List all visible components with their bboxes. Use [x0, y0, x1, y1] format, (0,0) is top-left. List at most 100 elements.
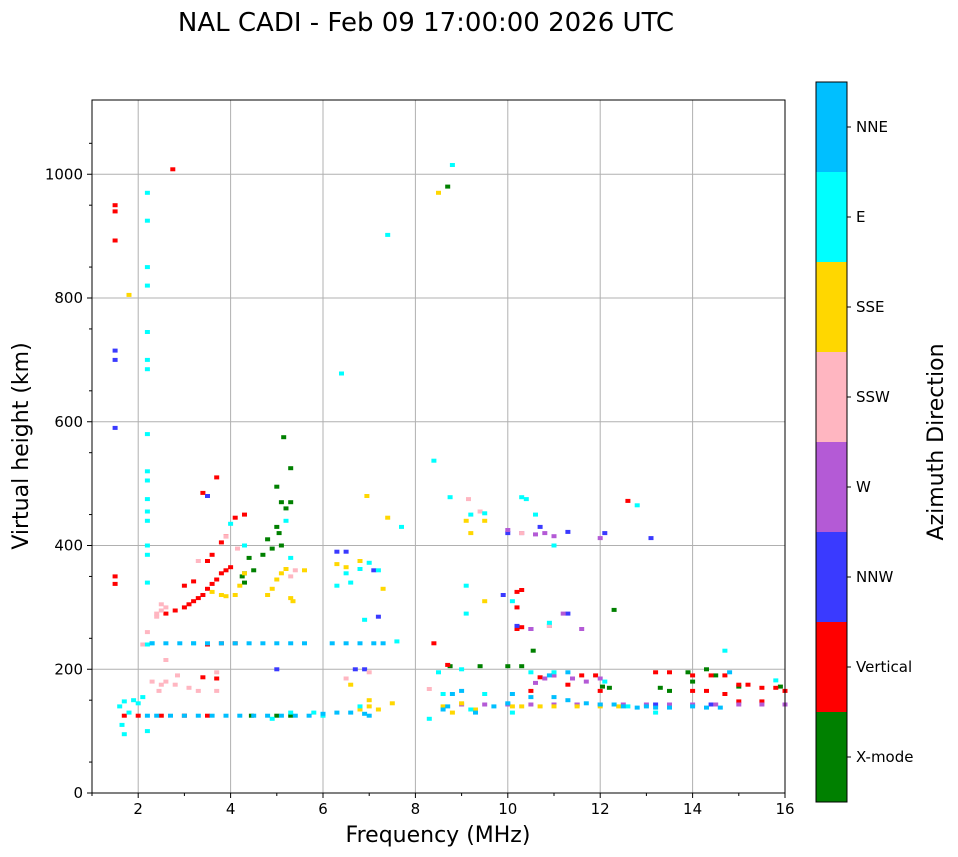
data-point	[112, 574, 118, 579]
data-point	[288, 466, 294, 471]
data-point	[519, 704, 525, 709]
x-tick-label: 16	[775, 800, 794, 818]
data-point	[223, 594, 229, 599]
y-tick-label: 200	[54, 660, 83, 678]
data-point	[144, 642, 150, 647]
data-point	[759, 685, 765, 690]
data-point	[214, 475, 220, 480]
data-point	[144, 357, 150, 362]
data-point	[269, 546, 275, 551]
x-tick-label: 14	[683, 800, 702, 818]
data-point	[290, 599, 296, 604]
data-point	[519, 625, 525, 630]
data-point	[643, 704, 649, 709]
data-point	[690, 704, 696, 709]
data-point	[565, 698, 571, 703]
data-point	[181, 713, 187, 718]
series-e	[117, 163, 779, 737]
colorbar-segment	[816, 172, 847, 262]
data-point	[274, 524, 280, 529]
data-point	[149, 679, 155, 684]
data-point	[232, 641, 238, 646]
data-point	[276, 531, 282, 536]
data-point	[597, 676, 603, 681]
data-point	[565, 611, 571, 616]
data-point	[366, 698, 372, 703]
data-point	[292, 713, 298, 718]
data-point	[144, 283, 150, 288]
data-point	[209, 552, 215, 557]
data-point	[436, 190, 441, 195]
data-point	[537, 524, 543, 529]
data-point	[648, 536, 654, 541]
data-point	[242, 543, 247, 548]
data-point	[551, 543, 557, 548]
data-point	[473, 707, 478, 712]
data-point	[459, 701, 465, 706]
colorbar-label: X-mode	[856, 748, 913, 766]
data-point	[158, 713, 164, 718]
y-tick-label: 1000	[45, 165, 83, 183]
data-point	[140, 642, 146, 647]
data-point	[112, 238, 118, 243]
data-point	[509, 599, 515, 604]
data-point	[565, 670, 571, 675]
data-point	[112, 357, 118, 362]
data-point	[278, 713, 284, 718]
data-point	[542, 676, 548, 681]
data-point	[144, 218, 150, 223]
data-point	[218, 540, 224, 545]
data-point	[195, 713, 201, 718]
data-point	[551, 695, 557, 700]
data-point	[144, 190, 150, 195]
data-point	[292, 568, 298, 573]
data-point	[265, 713, 271, 718]
data-point	[242, 580, 247, 585]
data-point	[533, 680, 538, 685]
data-point	[283, 506, 289, 511]
data-point	[112, 581, 118, 586]
data-point	[514, 623, 520, 628]
data-point	[170, 167, 176, 172]
data-point	[144, 729, 150, 734]
data-point	[514, 589, 520, 594]
data-point	[242, 512, 247, 517]
data-point	[357, 704, 363, 709]
x-tick-label: 10	[498, 800, 517, 818]
data-point	[364, 494, 370, 498]
data-point	[583, 701, 589, 706]
colorbar-label: E	[856, 208, 865, 226]
data-point	[362, 617, 368, 622]
data-point	[121, 732, 127, 737]
x-axis-label: Frequency (MHz)	[346, 823, 531, 848]
colorbar-label: SSE	[856, 298, 885, 316]
data-point	[163, 679, 169, 684]
colorbar-segment	[816, 262, 847, 352]
data-point	[163, 658, 169, 662]
data-point	[163, 611, 169, 616]
colorbar-segment	[816, 82, 847, 172]
data-point	[209, 581, 215, 586]
data-point	[482, 518, 488, 523]
data-point	[200, 593, 206, 597]
data-point	[223, 534, 229, 539]
data-point	[468, 707, 474, 712]
data-point	[704, 688, 709, 693]
data-point	[131, 698, 137, 703]
data-point	[449, 710, 455, 715]
data-point	[144, 478, 150, 483]
data-point	[260, 641, 266, 646]
data-point	[181, 605, 187, 610]
data-point	[172, 682, 178, 687]
data-point	[311, 710, 317, 715]
data-point	[181, 583, 187, 588]
data-point	[625, 498, 631, 503]
data-point	[482, 692, 488, 696]
data-point	[186, 602, 192, 607]
data-point	[759, 702, 765, 707]
data-point	[144, 497, 150, 502]
data-point	[583, 679, 589, 684]
data-point	[366, 704, 372, 709]
data-point	[505, 528, 511, 532]
